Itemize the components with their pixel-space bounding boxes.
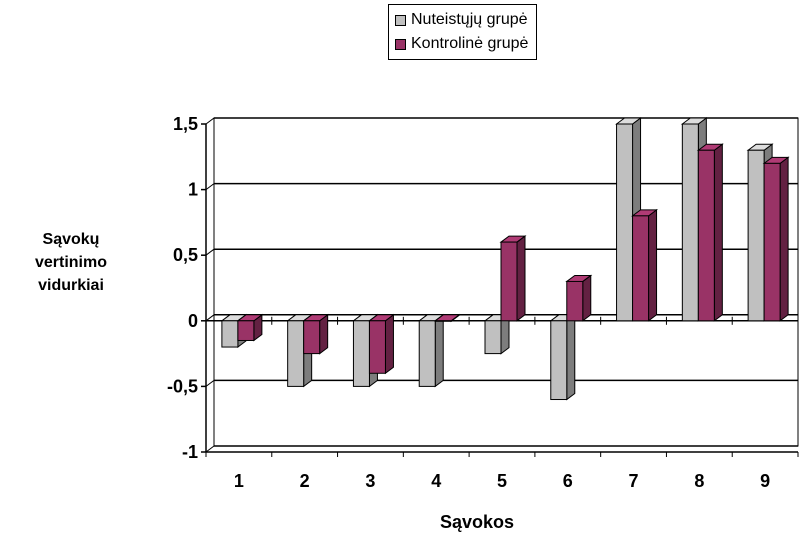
- bar-side-face: [384, 313, 394, 375]
- gridline-depth: [205, 117, 215, 125]
- gridline-depth: [205, 379, 215, 387]
- bar-2-4: [433, 313, 461, 323]
- bar-front-face: [763, 162, 781, 322]
- legend-label-series-1: Nuteistųjų grupė: [411, 11, 528, 28]
- y-tick-label: 0,5: [173, 245, 198, 265]
- bar-2-3: [367, 313, 395, 375]
- x-axis-title: Sąvokos: [440, 512, 515, 532]
- legend-item-series-1: Nuteistųjų grupė: [395, 8, 528, 32]
- bar-front-face: [616, 123, 634, 322]
- bar-front-face: [221, 320, 239, 348]
- bar-front-face: [697, 149, 715, 322]
- bar-front-face: [287, 320, 305, 387]
- gridline-depth: [205, 183, 215, 191]
- y-tick-label: 1,5: [173, 114, 198, 134]
- bar-1-6: [549, 313, 577, 401]
- bar-side-face: [582, 274, 592, 322]
- gridline-depth: [205, 445, 215, 453]
- y-axis-title: Sąvokų vertinimo vidurkiai: [34, 231, 107, 294]
- legend-swatch-series-2: [395, 38, 406, 50]
- bar-side-face: [566, 313, 576, 401]
- legend: Nuteistųjų grupė Kontrolinė grupė: [388, 4, 538, 60]
- legend-swatch-series-1: [395, 14, 406, 26]
- x-tick-label: 2: [300, 471, 310, 491]
- y-tick-label: 1: [188, 180, 198, 200]
- bar-front-face: [303, 320, 321, 355]
- bar-side-face: [516, 235, 526, 322]
- bar-side-face: [648, 208, 658, 322]
- bar-front-face: [681, 123, 699, 322]
- bar-front-face: [484, 320, 502, 355]
- x-tick-label: 6: [563, 471, 573, 491]
- x-tick-label: 4: [431, 471, 441, 491]
- gridline-depth: [205, 248, 215, 256]
- x-tick-label: 7: [629, 471, 639, 491]
- bar-2-5: [499, 235, 527, 322]
- bar-front-face: [550, 320, 568, 401]
- y-tick-label: -0,5: [167, 376, 198, 396]
- x-tick-label: 9: [760, 471, 770, 491]
- bar-1-4: [417, 313, 445, 388]
- bar-front-face: [747, 149, 765, 322]
- bar-2-8: [696, 143, 724, 322]
- bar-2-6: [565, 274, 593, 322]
- bar-side-face: [319, 313, 329, 355]
- bar-front-face: [418, 320, 436, 387]
- bar-side-face: [434, 313, 444, 388]
- legend-item-series-2: Kontrolinė grupė: [395, 32, 528, 56]
- bar-side-face: [779, 156, 789, 322]
- bar-front-face: [434, 320, 452, 322]
- bar-front-face: [566, 280, 584, 322]
- y-tick-label: -1: [182, 442, 198, 462]
- x-tick-label: 1: [234, 471, 244, 491]
- bar-front-face: [500, 241, 518, 322]
- x-tick-label: 5: [497, 471, 507, 491]
- bar-2-1: [236, 313, 264, 342]
- gridline-depth: [205, 314, 215, 322]
- legend-label-series-2: Kontrolinė grupė: [411, 35, 529, 52]
- bar-side-face: [713, 143, 723, 322]
- bar-front-face: [237, 320, 255, 341]
- bar-front-face: [352, 320, 370, 387]
- bar-2-7: [631, 208, 659, 322]
- y-tick-label: 0: [188, 311, 198, 331]
- bar-2-9: [762, 156, 790, 322]
- x-tick-label: 8: [694, 471, 704, 491]
- x-tick-label: 3: [365, 471, 375, 491]
- bar-front-face: [632, 215, 650, 322]
- bar-front-face: [368, 320, 386, 374]
- bar-2-2: [302, 313, 330, 355]
